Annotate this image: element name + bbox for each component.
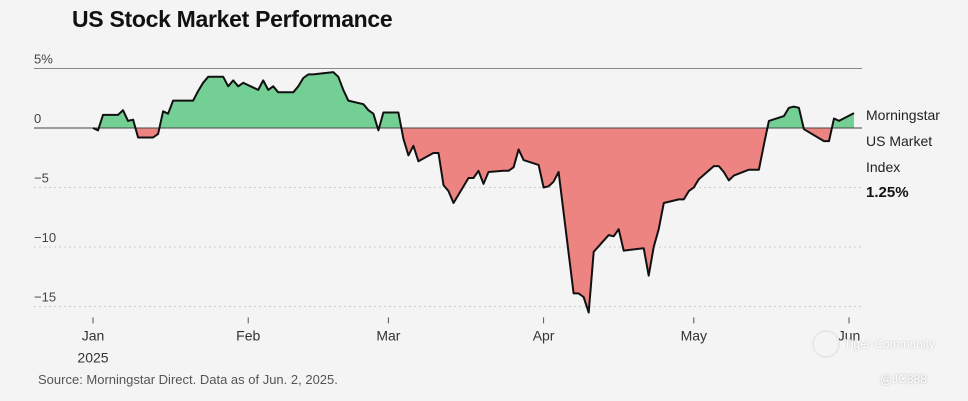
series-label-line3: Index: [866, 159, 901, 175]
positive-area: [379, 112, 402, 128]
x-tick-sublabel: 2025: [77, 349, 108, 365]
area-fills: [93, 72, 854, 313]
x-tick-label: Jun: [838, 327, 861, 343]
watermark: Tiger Community: [812, 330, 935, 358]
watermark-handle: @JC888: [880, 372, 927, 386]
series-label-line2: US Market: [866, 133, 933, 149]
series-label-line1: Morningstar: [866, 107, 940, 123]
y-tick-label: −15: [34, 290, 56, 305]
positive-area: [159, 72, 378, 128]
positive-area: [98, 110, 136, 128]
y-tick-labels: 5% 0 −5 −10 −15: [34, 52, 56, 305]
x-tick-label: Apr: [533, 327, 555, 343]
positive-area: [767, 106, 804, 128]
x-tick-label: Jan: [82, 327, 105, 343]
negative-area: [401, 128, 768, 313]
x-ticks: Jan 2025 Feb Mar Apr May Jun: [77, 317, 860, 365]
x-tick-label: Mar: [376, 327, 400, 343]
y-tick-label: 0: [34, 111, 41, 126]
negative-area: [803, 128, 832, 142]
y-tick-label: −10: [34, 230, 56, 245]
gridlines: [34, 68, 862, 307]
negative-area: [135, 128, 160, 138]
watermark-text: Tiger Community: [844, 337, 935, 351]
tiger-logo-icon: [812, 330, 840, 358]
y-tick-label: 5%: [34, 52, 53, 67]
series-line-path: [92, 71, 855, 314]
series-last-value: 1.25%: [866, 184, 909, 201]
source-note: Source: Morningstar Direct. Data as of J…: [38, 372, 338, 387]
series-line: [92, 71, 855, 314]
x-tick-label: May: [681, 327, 707, 343]
y-tick-label: −5: [34, 171, 49, 186]
chart-title: US Stock Market Performance: [72, 6, 393, 32]
x-tick-label: Feb: [236, 327, 260, 343]
